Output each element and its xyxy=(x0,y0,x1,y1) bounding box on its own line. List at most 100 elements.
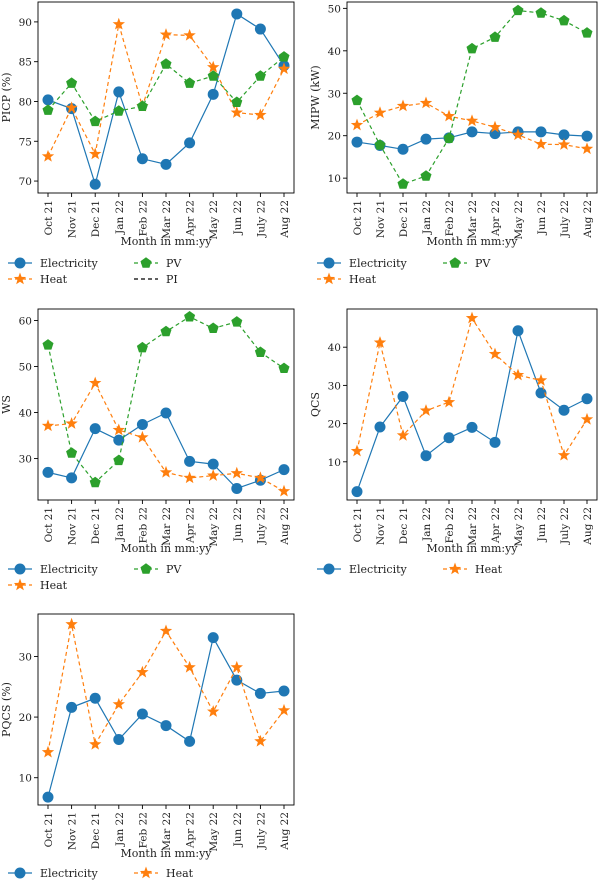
heat-point xyxy=(442,109,456,122)
x-tick-label: Aug 22 xyxy=(582,200,594,239)
series-heat xyxy=(41,376,291,497)
pv-point xyxy=(512,4,524,16)
y-tick-label: 40 xyxy=(19,408,32,420)
heat-point xyxy=(41,149,55,162)
heat-point xyxy=(488,347,502,360)
pv-point xyxy=(278,362,290,374)
legend-marker xyxy=(322,272,336,285)
legend-marker xyxy=(14,867,26,879)
pv-point xyxy=(254,70,266,81)
electricity-point xyxy=(420,133,432,145)
legend-marker xyxy=(140,563,152,574)
legend-item-electricity: Electricity xyxy=(8,867,99,880)
heat-point xyxy=(396,99,410,112)
y-tick-label: 20 xyxy=(19,712,32,724)
heat-point xyxy=(207,60,220,73)
x-tick-label: Nov 21 xyxy=(375,507,387,545)
heat-point xyxy=(277,484,291,497)
electricity-line xyxy=(356,328,588,492)
pv-point xyxy=(397,178,409,189)
pv-point xyxy=(66,77,78,88)
pv-point xyxy=(231,316,243,327)
pv-line xyxy=(47,316,285,484)
x-tick-label: Feb 22 xyxy=(444,507,456,543)
electricity-point xyxy=(42,94,54,106)
electricity-point xyxy=(231,8,243,20)
heat-point xyxy=(580,412,594,425)
series-heat xyxy=(350,96,594,155)
electricity-line xyxy=(47,13,285,187)
legend-item-heat: Heat xyxy=(8,578,68,592)
electricity-point xyxy=(89,423,101,435)
x-tick-label: Nov 21 xyxy=(375,200,387,238)
y-tick-label: 10 xyxy=(328,457,341,469)
legend-item-electricity: Electricity xyxy=(317,257,408,270)
electricity-point xyxy=(207,88,219,100)
y-axis-label: MIPW (kW) xyxy=(309,65,322,129)
x-axis-label: Month in mm:yy xyxy=(120,235,212,248)
y-tick-label: 30 xyxy=(19,454,32,466)
chart-panel-3: 30 40 50 60 Oct 21 Nov 21 Dec 21 Jan 22 Feb 22 Ma… xyxy=(0,308,295,592)
pv-point xyxy=(42,104,54,115)
x-tick-label: July 22 xyxy=(255,200,267,238)
y-tick-label: 20 xyxy=(328,131,341,143)
x-tick-label: Mar 22 xyxy=(161,507,173,546)
heat-point xyxy=(112,423,125,436)
legend-label: Electricity xyxy=(40,563,99,576)
x-tick-label: Oct 21 xyxy=(352,200,364,235)
heat-point xyxy=(465,311,479,324)
pv-point xyxy=(136,341,148,353)
electricity-point xyxy=(535,387,547,399)
x-tick-label: Apr 22 xyxy=(185,812,197,849)
heat-point xyxy=(277,703,291,716)
heat-point xyxy=(65,101,78,114)
x-tick-label: Aug 22 xyxy=(279,200,291,239)
heat-point xyxy=(534,373,548,386)
electricity-point xyxy=(558,404,570,416)
electricity-point xyxy=(512,325,524,337)
heat-point xyxy=(488,120,502,133)
x-tick-label: Dec 21 xyxy=(90,507,102,544)
pv-point xyxy=(489,31,501,42)
heat-point xyxy=(159,624,173,637)
y-axis-label: QCS xyxy=(309,392,322,417)
y-tick-label: 20 xyxy=(328,419,341,431)
electricity-point xyxy=(136,419,148,431)
legend: Electricity PV Heat xyxy=(317,257,491,286)
x-tick-label: May 22 xyxy=(208,200,220,240)
electricity-point xyxy=(231,482,243,494)
heat-line xyxy=(356,102,588,150)
pv-point xyxy=(160,325,172,337)
pv-point xyxy=(66,447,78,458)
legend-label: Electricity xyxy=(40,257,99,270)
legend-label: PV xyxy=(166,257,182,270)
x-tick-label: Jun 22 xyxy=(536,200,548,235)
heat-point xyxy=(112,697,125,710)
x-tick-label: Aug 22 xyxy=(279,812,291,851)
pv-point xyxy=(351,94,363,106)
legend-marker xyxy=(449,257,461,268)
electricity-point xyxy=(42,466,54,478)
electricity-point xyxy=(113,86,125,98)
pv-point xyxy=(184,77,196,88)
legend-label: PV xyxy=(166,563,182,576)
legend-label: PI xyxy=(166,273,178,286)
heat-point xyxy=(230,660,243,673)
heat-point xyxy=(41,745,55,758)
legend-item-heat: Heat xyxy=(134,866,194,880)
x-tick-label: July 22 xyxy=(559,200,571,238)
x-axis-label: Month in mm:yy xyxy=(426,542,518,555)
heat-point xyxy=(136,665,149,678)
heat-point xyxy=(254,108,267,121)
heat-point xyxy=(65,617,78,630)
x-axis-label: Month in mm:yy xyxy=(426,235,518,248)
heat-point xyxy=(254,471,267,484)
x-axis-label: Month in mm:yy xyxy=(120,847,212,860)
heat-point xyxy=(442,395,456,408)
heat-point xyxy=(373,336,387,348)
y-tick-label: 90 xyxy=(19,17,32,29)
heat-point xyxy=(396,428,410,441)
x-tick-label: Feb 22 xyxy=(137,812,149,848)
heat-point xyxy=(183,28,196,41)
electricity-point xyxy=(397,390,409,402)
